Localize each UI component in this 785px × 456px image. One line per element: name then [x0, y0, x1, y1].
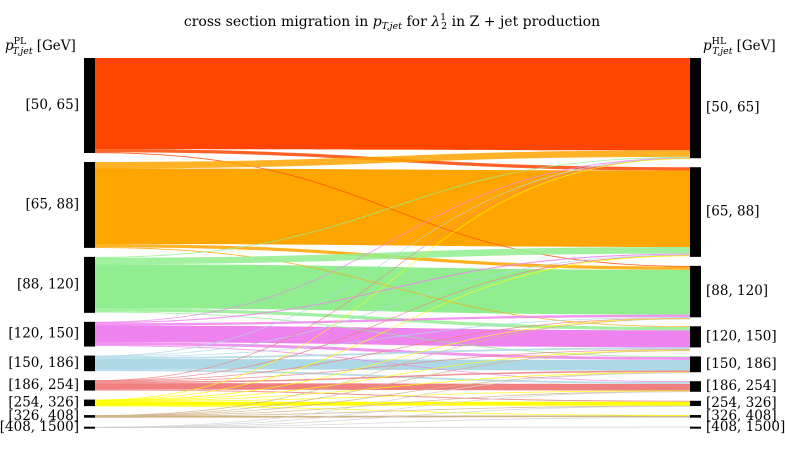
- flow-4-to-0: [95, 157, 690, 357]
- left-bin-label-8: [408, 1500]: [0, 419, 79, 435]
- right-bin-label-4: [150, 186]: [706, 356, 777, 372]
- right-bin-label-1: [65, 88]: [706, 204, 759, 220]
- left-axis-title: pPL T,jet [GeV]: [5, 36, 76, 57]
- flow-layer: [95, 58, 690, 429]
- flow-3-to-5: [95, 345, 690, 383]
- left-node-2: [84, 256, 95, 313]
- right-node-3: [690, 326, 701, 348]
- left-node-1: [84, 161, 95, 248]
- flow-7-to-6: [95, 405, 690, 417]
- flow-5-to-3: [95, 349, 690, 382]
- right-node-6: [690, 400, 701, 407]
- flow-3-to-3: [95, 325, 690, 348]
- right-node-0: [690, 58, 701, 159]
- right-bin-label-3: [120, 150]: [706, 328, 777, 344]
- left-bin-label-4: [150, 186]: [8, 355, 79, 371]
- left-node-5: [84, 380, 95, 391]
- right-axis-title: pHL T,jet [GeV]: [703, 36, 776, 57]
- flow-6-to-0: [95, 158, 690, 401]
- left-bin-label-3: [120, 150]: [8, 326, 79, 342]
- right-bin-label-7: [326, 408]: [706, 408, 777, 424]
- flow-0-to-0: [95, 58, 690, 151]
- flow-5-to-6: [95, 389, 690, 402]
- flow-4-to-3: [95, 347, 690, 359]
- right-bin-label-0: [50, 65]: [706, 100, 759, 116]
- flow-8-to-5: [95, 391, 690, 428]
- right-bin-label-2: [88, 120]: [706, 283, 768, 299]
- left-bin-label-5: [186, 254]: [8, 377, 79, 393]
- flow-2-to-0: [95, 156, 690, 258]
- flow-1-to-1: [95, 168, 690, 247]
- flow-5-to-0: [95, 158, 690, 381]
- flow-0-to-2: [95, 152, 690, 267]
- right-bin-label-8: [408, 1500]: [706, 419, 785, 435]
- flow-8-to-6: [95, 405, 690, 428]
- flow-7-to-3: [95, 350, 690, 417]
- right-node-5: [690, 381, 701, 392]
- chart-title: cross section migration in pT,jet for λ1…: [184, 12, 600, 32]
- left-node-6: [84, 399, 95, 407]
- flow-5-to-4: [95, 370, 690, 384]
- flow-8-to-7: [95, 417, 690, 428]
- flow-7-to-5: [95, 391, 690, 417]
- left-node-7: [84, 415, 95, 418]
- flow-8-to-8: [95, 426, 690, 429]
- left-bin-label-6: [254, 326]: [8, 394, 79, 410]
- flow-7-to-4: [95, 372, 690, 417]
- flow-4-to-1: [95, 254, 690, 357]
- left-bin-label-0: [50, 65]: [26, 97, 79, 113]
- flow-8-to-4: [95, 372, 690, 428]
- bin-label-layer: [50, 65] [65, 88] [88, 120] [120, 150] [150,…: [0, 97, 785, 435]
- right-node-7: [690, 415, 701, 418]
- flow-2-to-1: [95, 246, 690, 265]
- left-bin-label-2: [88, 120]: [17, 276, 79, 292]
- flow-4-to-4: [95, 358, 690, 371]
- flow-3-to-1: [95, 253, 690, 324]
- right-node-4: [690, 356, 701, 373]
- flow-6-to-4: [95, 372, 690, 402]
- left-node-4: [84, 355, 95, 372]
- left-node-0: [84, 58, 95, 153]
- flow-3-to-0: [95, 157, 690, 323]
- right-node-1: [690, 167, 701, 257]
- flow-2-to-4: [95, 311, 690, 358]
- right-bin-label-6: [254, 326]: [706, 395, 777, 411]
- flow-6-to-5: [95, 390, 690, 402]
- flow-6-to-1: [95, 255, 690, 401]
- flow-6-to-3: [95, 349, 690, 402]
- right-node-8: [690, 426, 701, 429]
- left-node-3: [84, 321, 95, 347]
- flow-2-to-2: [95, 264, 690, 315]
- right-bin-label-5: [186, 254]: [706, 378, 777, 394]
- flow-7-to-2: [95, 318, 690, 416]
- flow-6-to-2: [95, 318, 690, 401]
- flow-4-to-2: [95, 317, 690, 358]
- flow-1-to-0: [95, 150, 690, 169]
- node-layer: [84, 58, 701, 429]
- left-node-8: [84, 426, 95, 429]
- flow-3-to-2: [95, 314, 690, 326]
- flow-5-to-1: [95, 255, 690, 382]
- left-bin-label-1: [65, 88]: [26, 196, 79, 212]
- flow-1-to-3: [95, 247, 690, 328]
- flow-5-to-2: [95, 317, 690, 382]
- left-bin-label-7: [326, 408]: [8, 408, 79, 424]
- right-node-2: [690, 265, 701, 318]
